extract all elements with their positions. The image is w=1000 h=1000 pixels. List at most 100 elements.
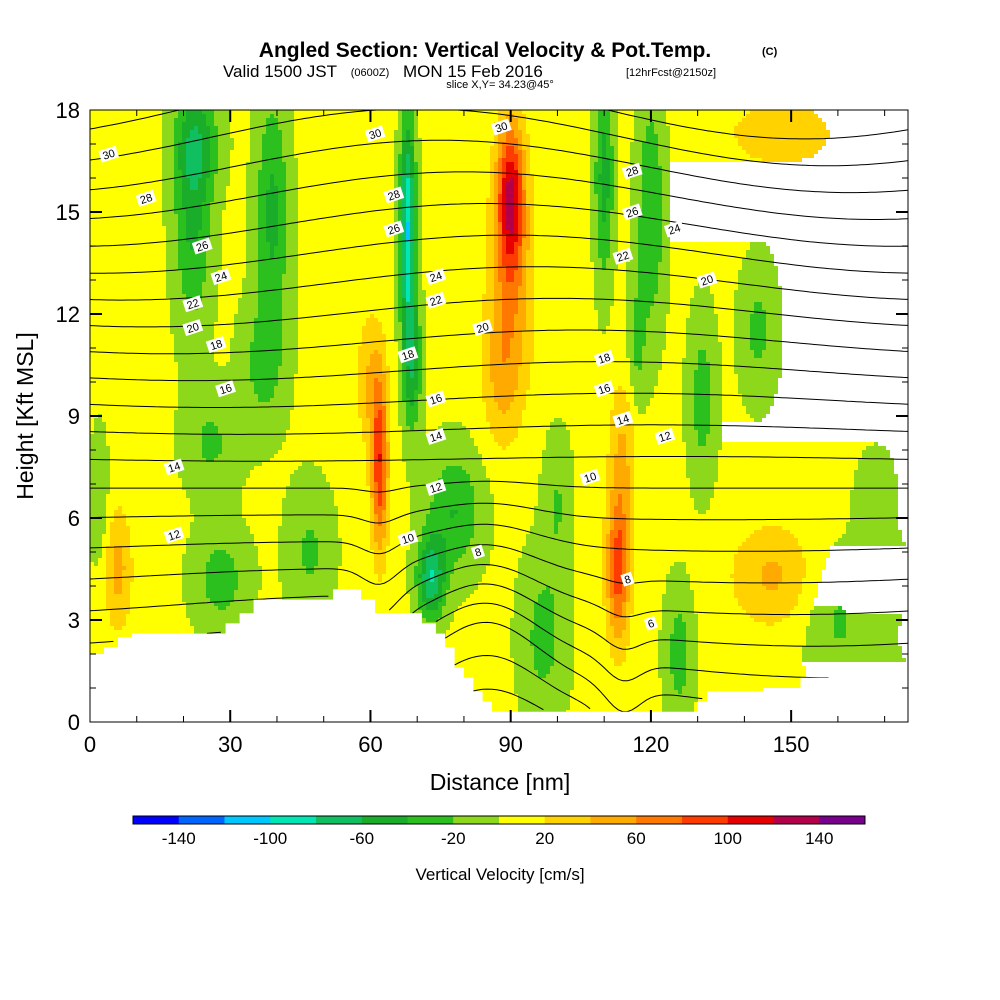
velocity-cell (386, 494, 390, 498)
velocity-cell (602, 194, 610, 198)
velocity-cell (370, 514, 374, 518)
velocity-cell (474, 534, 494, 538)
velocity-cell (174, 454, 202, 458)
velocity-cell (398, 198, 402, 202)
velocity-cell (850, 494, 898, 498)
velocity-cell (722, 410, 746, 414)
velocity-cell (614, 462, 626, 466)
velocity-cell (514, 602, 534, 606)
velocity-cell (594, 282, 614, 286)
velocity-cell (598, 246, 610, 250)
velocity-cell (634, 130, 646, 134)
velocity-cell (418, 546, 426, 550)
velocity-cell (558, 526, 574, 530)
velocity-cell (426, 362, 482, 366)
velocity-cell (650, 402, 682, 406)
velocity-cell (638, 214, 662, 218)
velocity-cell (182, 198, 206, 202)
velocity-cell (246, 198, 258, 202)
velocity-cell (478, 450, 542, 454)
velocity-cell (554, 518, 562, 522)
velocity-cell (402, 166, 406, 170)
velocity-cell (206, 586, 238, 590)
velocity-cell (414, 322, 418, 326)
velocity-cell (162, 218, 178, 222)
velocity-cell (362, 338, 386, 342)
velocity-cell (230, 170, 246, 174)
velocity-cell (294, 138, 394, 142)
velocity-cell (402, 254, 406, 258)
velocity-cell (518, 294, 526, 298)
contour-label-text: 18 (209, 338, 224, 353)
velocity-cell (218, 142, 234, 146)
velocity-cell (502, 354, 510, 358)
velocity-cell (386, 566, 406, 570)
velocity-cell (642, 202, 662, 206)
velocity-cell (266, 234, 278, 238)
velocity-cell (366, 394, 374, 398)
velocity-cell (666, 582, 690, 586)
velocity-cell (838, 538, 902, 542)
velocity-cell (374, 502, 378, 506)
velocity-cell (398, 110, 402, 114)
velocity-cell (262, 162, 286, 166)
velocity-cell (294, 382, 358, 386)
velocity-cell (494, 310, 502, 314)
velocity-cell (650, 310, 670, 314)
velocity-cell (502, 166, 506, 170)
velocity-cell (366, 398, 374, 402)
velocity-cell (406, 590, 418, 594)
velocity-cell (734, 570, 762, 574)
velocity-cell (514, 198, 518, 202)
velocity-cell (602, 182, 610, 186)
contour-label-text: 24 (214, 270, 229, 285)
velocity-cell (750, 314, 766, 318)
velocity-cell (682, 378, 694, 382)
velocity-cell (162, 130, 174, 134)
velocity-cell (270, 114, 274, 118)
velocity-cell (502, 234, 506, 238)
velocity-cell (398, 214, 402, 218)
velocity-cell (418, 318, 426, 322)
velocity-cell (398, 266, 402, 270)
velocity-cell (662, 170, 670, 174)
velocity-cell (526, 302, 534, 306)
velocity-cell (630, 230, 638, 234)
velocity-cell (574, 522, 602, 526)
velocity-cell (598, 242, 610, 246)
velocity-cell (614, 550, 622, 554)
velocity-cell (278, 570, 306, 574)
velocity-cell (386, 426, 390, 430)
velocity-cell (670, 290, 694, 294)
velocity-cell (454, 562, 490, 566)
velocity-cell (630, 218, 638, 222)
velocity-cell (394, 266, 398, 270)
velocity-cell (554, 630, 574, 634)
velocity-cell (506, 166, 514, 170)
velocity-cell (606, 514, 610, 518)
velocity-cell (282, 358, 298, 362)
velocity-cell (202, 430, 218, 434)
velocity-cell (290, 422, 362, 426)
chart-title: Angled Section: Vertical Velocity & Pot.… (259, 39, 711, 62)
velocity-cell (618, 138, 634, 142)
velocity-cell (402, 330, 406, 334)
velocity-cell (398, 182, 402, 186)
theta-contour (90, 523, 908, 555)
velocity-cell (414, 366, 418, 370)
contour-label: 8 (470, 544, 486, 560)
velocity-cell (414, 190, 418, 194)
velocity-cell (746, 610, 790, 614)
velocity-cell (134, 562, 182, 566)
velocity-cell (182, 130, 190, 134)
velocity-cell (518, 138, 522, 142)
velocity-cell (378, 318, 394, 322)
velocity-cell (422, 378, 426, 382)
velocity-cell (718, 466, 858, 470)
velocity-cell (378, 574, 382, 578)
velocity-cell (530, 162, 590, 166)
velocity-cell (186, 146, 202, 150)
velocity-cell (662, 166, 670, 170)
velocity-cell (482, 310, 494, 314)
velocity-cell (506, 446, 546, 450)
